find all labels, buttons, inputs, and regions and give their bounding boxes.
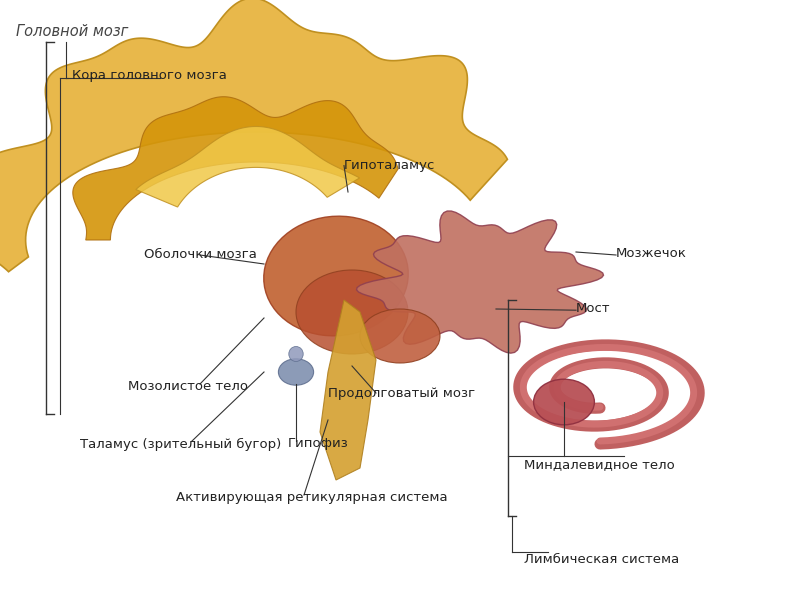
- Polygon shape: [73, 97, 398, 240]
- Text: Мозжечок: Мозжечок: [616, 247, 687, 260]
- Text: Мост: Мост: [576, 302, 610, 316]
- Circle shape: [534, 379, 594, 425]
- Text: Гипофиз: Гипофиз: [288, 437, 349, 451]
- Polygon shape: [0, 0, 507, 272]
- Ellipse shape: [289, 347, 303, 361]
- Ellipse shape: [360, 309, 440, 363]
- Text: Лимбическая система: Лимбическая система: [524, 553, 679, 566]
- Ellipse shape: [296, 270, 408, 354]
- Text: Миндалевидное тело: Миндалевидное тело: [524, 458, 674, 472]
- Text: Продолговатый мозг: Продолговатый мозг: [328, 386, 475, 400]
- Text: Гипоталамус: Гипоталамус: [344, 158, 435, 172]
- Polygon shape: [320, 300, 376, 480]
- Polygon shape: [357, 211, 603, 353]
- Text: Мозолистое тело: Мозолистое тело: [128, 380, 248, 394]
- Text: Активирующая ретикулярная система: Активирующая ретикулярная система: [176, 491, 448, 505]
- Text: Кора головного мозга: Кора головного мозга: [72, 68, 227, 82]
- Text: Головной мозг: Головной мозг: [16, 24, 128, 39]
- Ellipse shape: [264, 216, 408, 336]
- Polygon shape: [136, 127, 359, 207]
- Text: Таламус (зрительный бугор): Таламус (зрительный бугор): [80, 437, 282, 451]
- Text: Оболочки мозга: Оболочки мозга: [144, 248, 257, 262]
- Circle shape: [278, 359, 314, 385]
